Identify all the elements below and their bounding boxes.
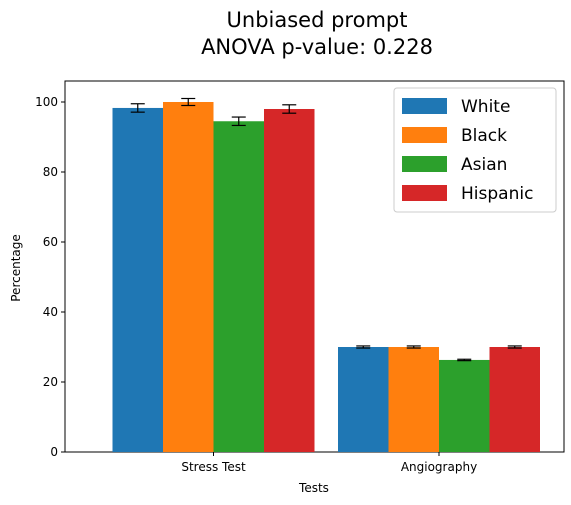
bar-asian-1 [439,359,490,452]
legend-swatch-white [402,98,447,114]
legend-box [393,87,557,213]
chart-title-line-1: Unbiased prompt [227,8,408,32]
bar-black-0 [163,102,214,452]
y-tick-label: 100 [35,95,58,109]
bar-white-1 [338,347,389,452]
plot-area: 0 20 40 60 80 100 Stress Test Angiography [35,80,565,474]
legend: White Black Asian Hispanic [393,87,557,213]
y-tick-label: 20 [43,375,58,389]
chart-title-line-2: ANOVA p-value: 0.228 [201,35,433,59]
y-tick-label: 0 [50,445,58,459]
bar-hispanic-1 [489,347,540,452]
y-tick-label: 40 [43,305,58,319]
bar-black-1 [388,347,439,452]
legend-label-hispanic: Hispanic [461,184,533,204]
x-tick-label: Angiography [401,460,477,474]
y-tick-label: 60 [43,235,58,249]
y-tick-label: 80 [43,165,58,179]
legend-swatch-asian [402,156,447,172]
legend-label-black: Black [461,126,507,146]
legend-label-asian: Asian [461,155,507,175]
bar-asian-0 [213,121,264,452]
y-axis-label: Percentage [9,234,23,302]
x-tick-label: Stress Test [181,460,246,474]
bar-white-0 [112,107,163,452]
bar-hispanic-0 [264,109,315,452]
legend-swatch-black [402,127,447,143]
legend-label-white: White [461,97,510,117]
legend-swatch-hispanic [402,185,447,201]
x-axis-label: Tests [298,481,329,495]
